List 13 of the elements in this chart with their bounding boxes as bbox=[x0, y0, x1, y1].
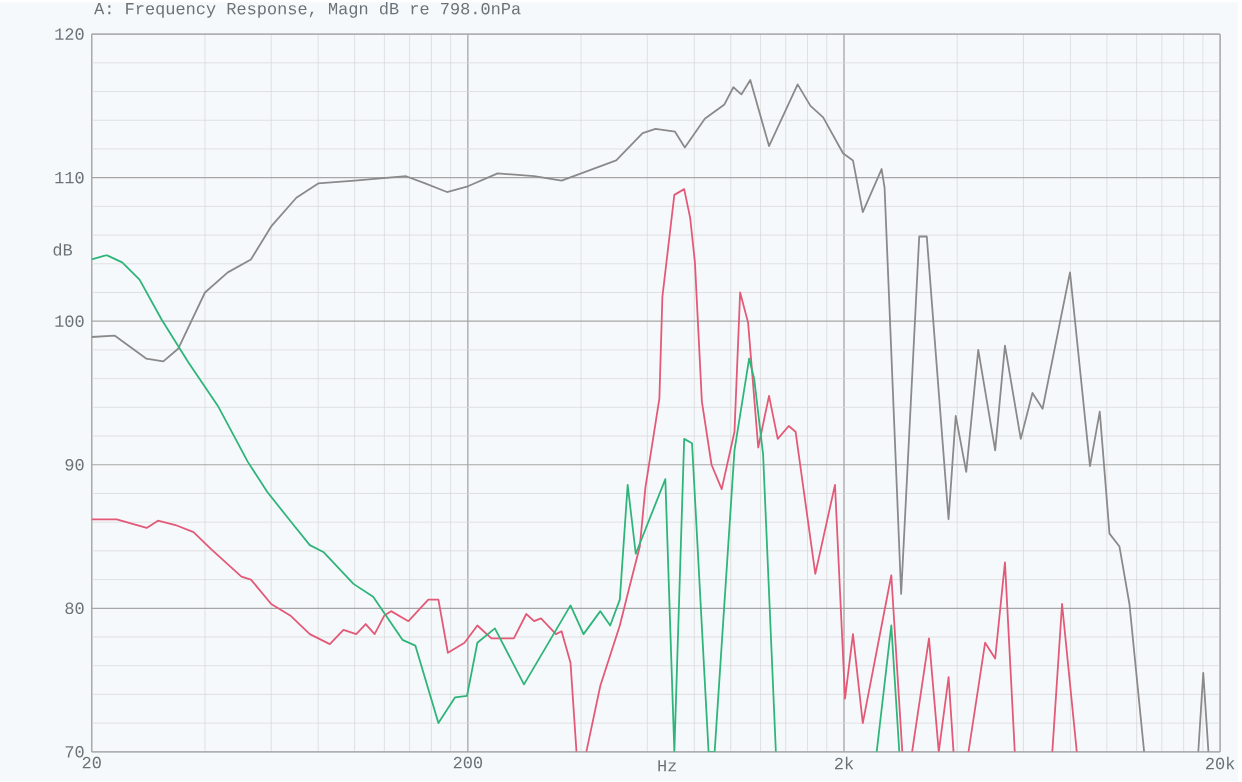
y-tick-label: 80 bbox=[65, 602, 84, 615]
x-tick-label: 20 bbox=[82, 756, 101, 769]
x-axis-title: Hz bbox=[658, 760, 677, 772]
x-tick-label: 200 bbox=[453, 756, 483, 769]
chart-title: A: Frequency Response, Magn dB re 798.0nPa bbox=[94, 2, 521, 18]
y-tick-label: 90 bbox=[65, 459, 84, 471]
y-tick-label: 70 bbox=[65, 746, 84, 758]
y-axis-title: dB bbox=[53, 243, 73, 256]
y-tick-label: 100 bbox=[55, 315, 84, 328]
y-tick-label: 120 bbox=[55, 28, 84, 41]
x-tick-label: 20k bbox=[1206, 757, 1235, 770]
x-tick-label: 2k bbox=[835, 757, 854, 770]
y-tick-label: 110 bbox=[55, 172, 84, 184]
